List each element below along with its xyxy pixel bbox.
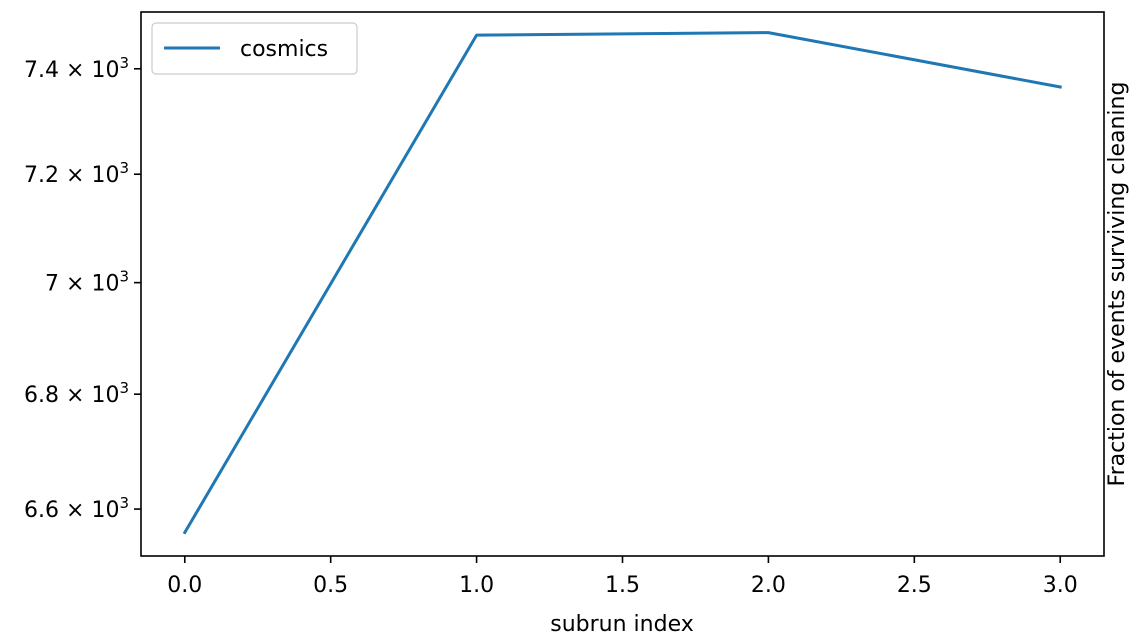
x-tick-label: 1.0 (459, 573, 494, 598)
series-line-cosmics (182, 31, 1062, 535)
y-tick-label: 7.2 × 103 (24, 159, 129, 188)
x-tick-label: 1.5 (605, 573, 640, 598)
y-tick-label: 7.4 × 103 (24, 54, 129, 83)
x-axis-label: subrun index (550, 612, 693, 637)
y-tick-label: 6.6 × 103 (24, 494, 129, 523)
x-tick-label: 3.0 (1043, 573, 1078, 598)
x-tick-label: 0.5 (313, 573, 348, 598)
legend-label-cosmics: cosmics (240, 37, 328, 62)
x-tick-label: 0.0 (167, 573, 202, 598)
legend-box (151, 22, 358, 75)
y-tick-label: 6.8 × 103 (24, 379, 129, 408)
x-tick-label: 2.5 (897, 573, 932, 598)
y-axis-label: Fraction of events surviving cleaning (1105, 82, 1130, 487)
plot-area: 0.0 0.5 1.0 1.5 2.0 2.5 3.0 6.6 × 103 6.8 × 103 7… (24, 11, 1105, 598)
x-tick-label: 2.0 (751, 573, 786, 598)
y-tick-label: 7 × 103 (45, 268, 129, 297)
